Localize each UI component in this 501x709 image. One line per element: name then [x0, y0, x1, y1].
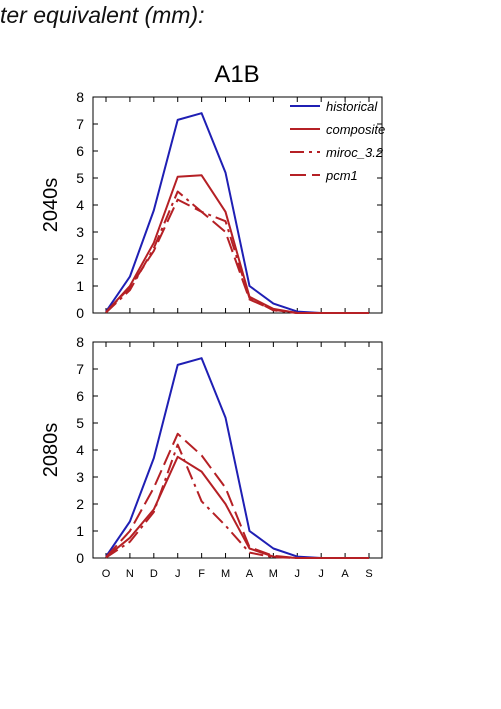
x-tick-label: A — [341, 568, 349, 580]
x-tick-label: N — [126, 568, 134, 580]
y-tick-label: 2 — [76, 496, 84, 512]
panel-2040s: 0 1 2 3 4 5 6 7 8 2040s historical composite miroc_3… — [40, 89, 385, 321]
series-line-historical — [105, 112, 369, 314]
legend-label: pcm1 — [325, 168, 358, 183]
y-tick-label: 3 — [76, 224, 84, 240]
x-tick-label: S — [365, 568, 372, 580]
figure-caption: ter equivalent (mm): — [0, 2, 205, 28]
y-tick-label: 2 — [76, 251, 84, 267]
x-tick-label: M — [221, 568, 230, 580]
y-tick-label: 5 — [76, 415, 84, 431]
x-tick-label: O — [102, 568, 111, 580]
x-tick-label: J — [318, 568, 324, 580]
legend-label: miroc_3.2 — [326, 145, 384, 160]
y-tick-label: 0 — [76, 550, 84, 566]
panel-2080s: 0 1 2 3 4 5 6 7 8 O N D J F M A M J J A S 2080s — [40, 334, 383, 580]
y-tick-label: 5 — [76, 170, 84, 186]
y-tick-label: 7 — [76, 361, 84, 377]
y-tick-label: 8 — [76, 89, 84, 105]
y-tick-label: 4 — [76, 197, 84, 213]
x-tick-label: A — [246, 568, 254, 580]
x-tick-label: M — [269, 568, 278, 580]
y-tick-label: 6 — [76, 388, 84, 404]
x-tick-label: D — [150, 568, 158, 580]
legend: historical composite miroc_3.2 pcm1 — [290, 99, 385, 183]
series-line-miroc-3-2 — [105, 443, 369, 559]
y-tick-label: 0 — [76, 305, 84, 321]
series-line-pcm1 — [105, 198, 369, 314]
panel-label: 2040s — [40, 178, 62, 233]
x-tick-label: J — [175, 568, 181, 580]
series-line-pcm1 — [105, 432, 369, 559]
x-tick-label: F — [198, 568, 205, 580]
y-tick-label: 7 — [76, 116, 84, 132]
y-tick-label: 1 — [76, 523, 84, 539]
series-line-composite — [105, 174, 369, 314]
x-tick-label: J — [295, 568, 301, 580]
y-tick-label: 6 — [76, 143, 84, 159]
y-tick-label: 8 — [76, 334, 84, 350]
legend-label: historical — [326, 99, 378, 114]
legend-label: composite — [326, 122, 385, 137]
y-tick-label: 1 — [76, 278, 84, 294]
y-tick-label: 4 — [76, 442, 84, 458]
figure-title: A1B — [214, 61, 259, 88]
panel-label: 2080s — [40, 423, 62, 478]
y-tick-label: 3 — [76, 469, 84, 485]
